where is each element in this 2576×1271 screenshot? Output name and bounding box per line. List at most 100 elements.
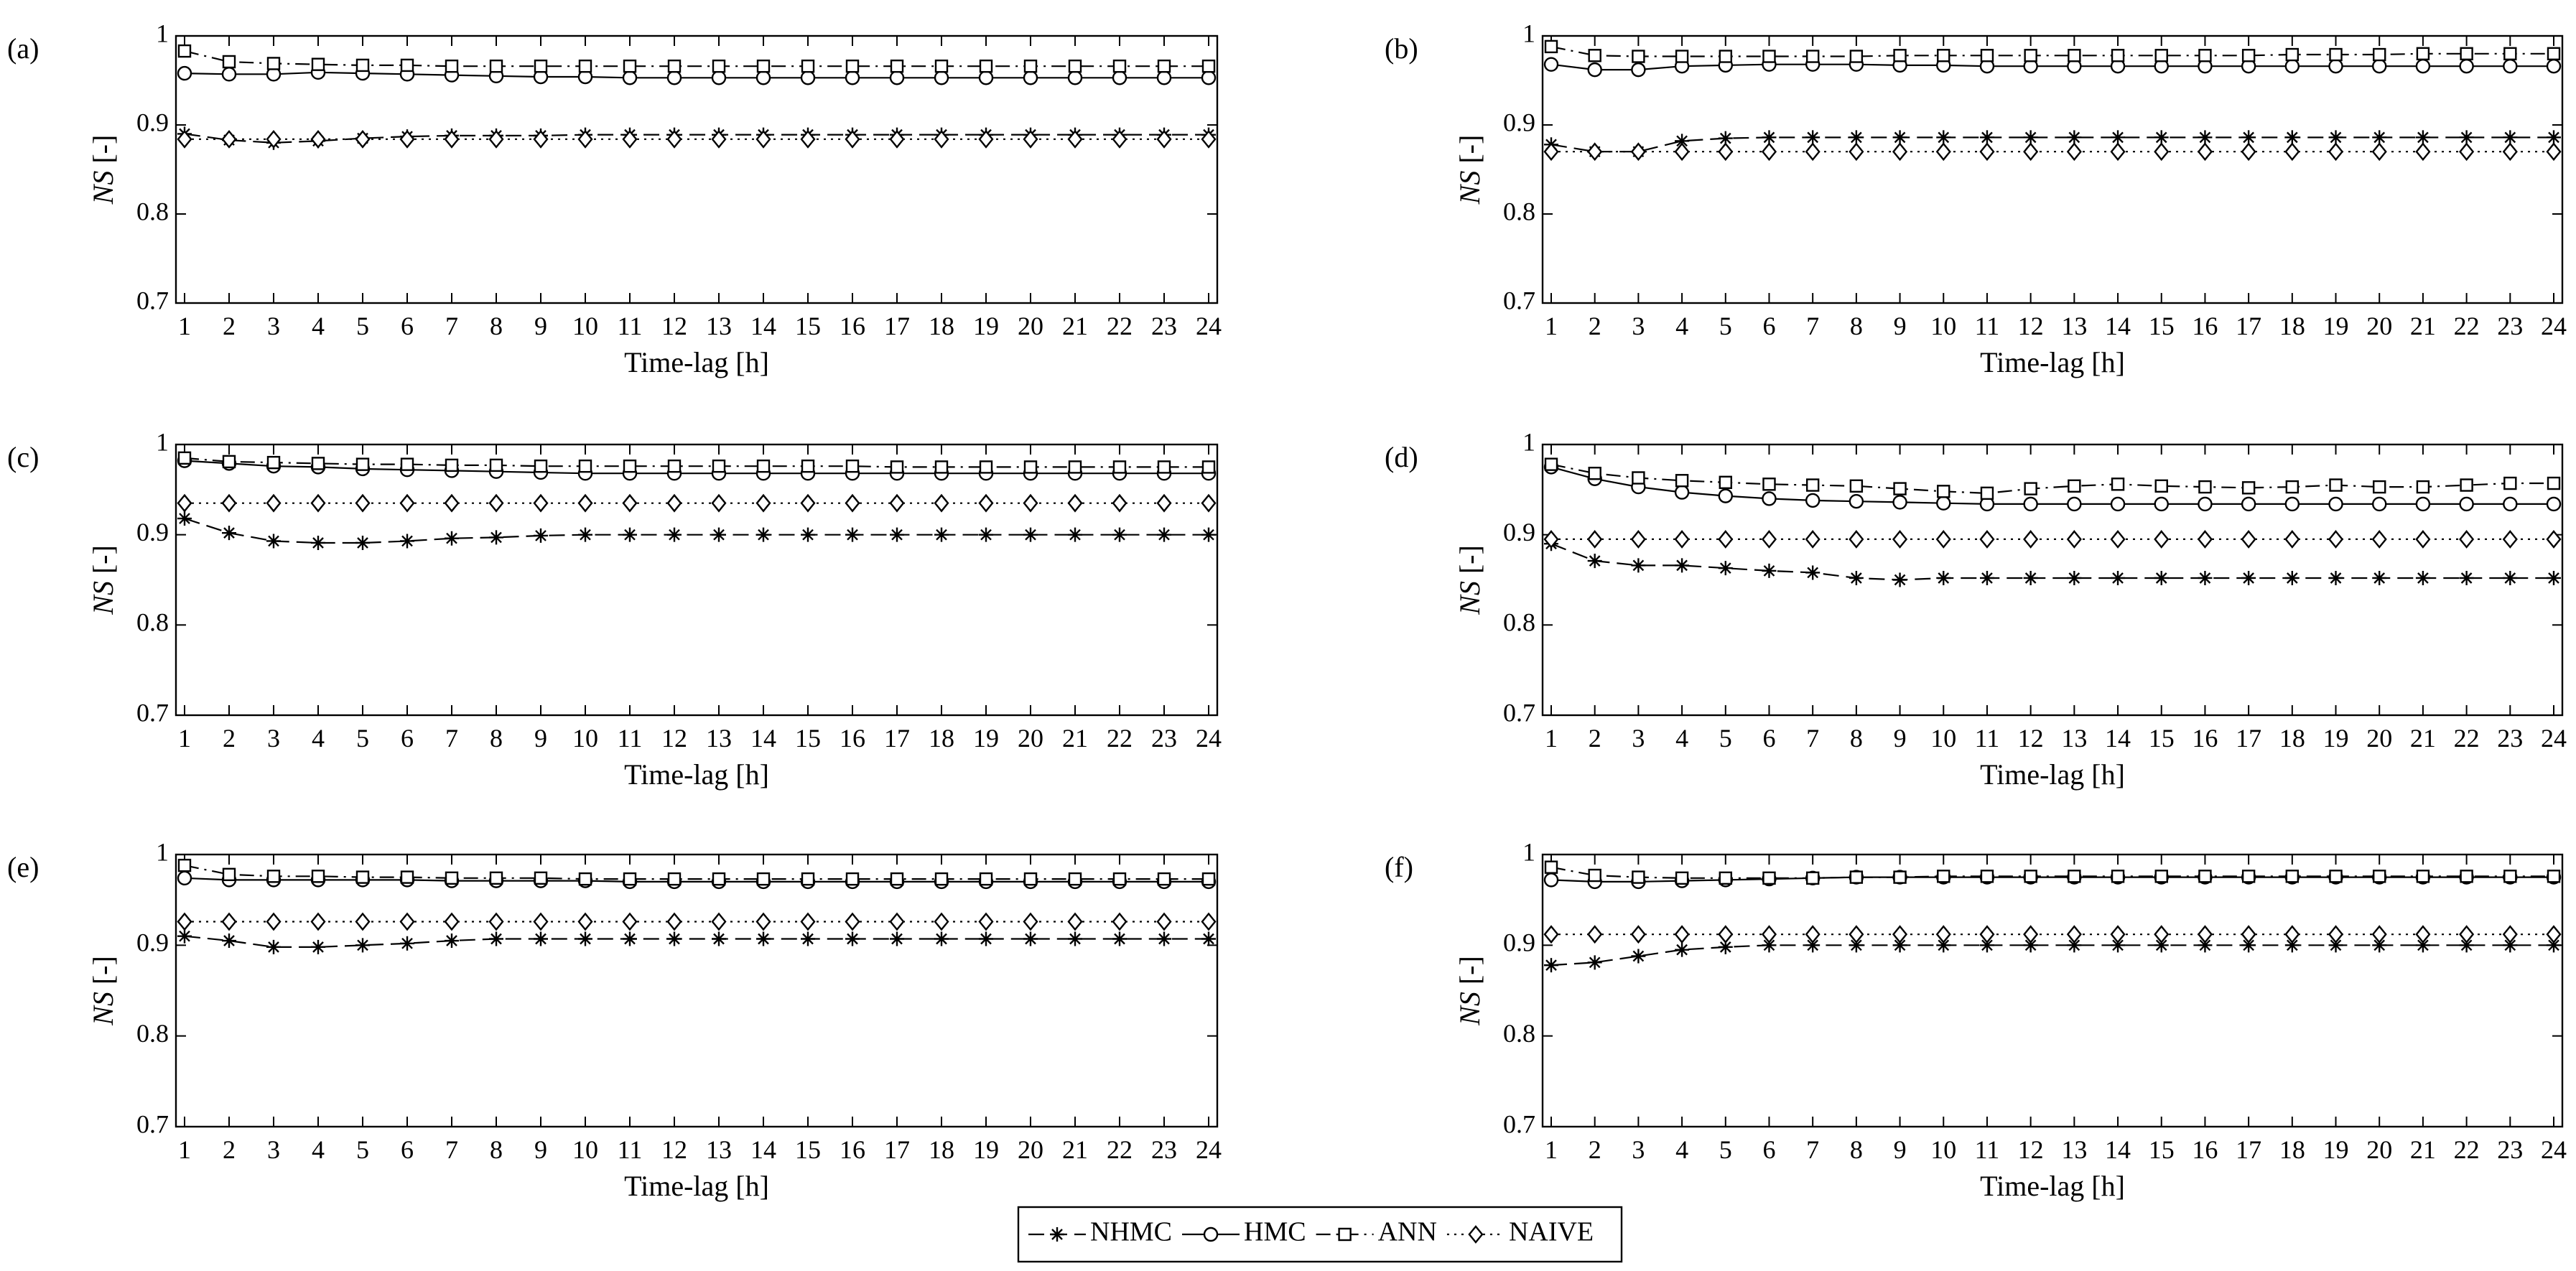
- data-point-naive: [577, 129, 593, 149]
- data-point-nhmc: [1675, 558, 1690, 573]
- panel-label: (a): [7, 32, 39, 65]
- data-point-nhmc: [1023, 527, 1038, 542]
- data-point-nhmc: [2459, 570, 2474, 585]
- data-point-nhmc: [1675, 134, 1690, 149]
- data-point-hmc: [622, 70, 638, 85]
- data-point-naive: [1112, 129, 1127, 149]
- series-hmc: [177, 65, 1217, 85]
- data-point-naive: [2284, 925, 2300, 944]
- data-point-nhmc: [1157, 931, 1171, 946]
- data-point-naive: [1979, 925, 1995, 944]
- data-point-ann: [1849, 870, 1864, 884]
- data-point-naive: [488, 493, 504, 513]
- data-point-ann: [756, 59, 771, 73]
- x-tick-label: 3: [1632, 724, 1645, 753]
- data-point-nhmc: [801, 931, 815, 946]
- data-point-nhmc: [979, 931, 993, 946]
- data-point-ann: [1068, 460, 1082, 474]
- data-point-nhmc: [177, 928, 192, 944]
- data-point-ann: [1893, 482, 1907, 495]
- data-point-nhmc: [355, 938, 370, 953]
- data-point-naive: [1543, 142, 1559, 162]
- x-tick-label: 15: [2149, 312, 2175, 340]
- data-point-naive: [1674, 925, 1690, 944]
- data-point-hmc: [177, 65, 192, 81]
- data-point-ann: [979, 59, 993, 73]
- data-point-naive: [1587, 142, 1603, 162]
- data-point-ann: [1980, 49, 1994, 62]
- data-point-nhmc: [2328, 570, 2343, 585]
- series-nhmc: [177, 511, 1216, 550]
- data-point-naive: [800, 493, 816, 513]
- data-point-ann: [712, 459, 726, 473]
- series-line-nhmc: [184, 133, 1209, 144]
- data-point-ann: [845, 872, 860, 886]
- data-point-ann: [1112, 59, 1127, 73]
- data-point-nhmc: [222, 526, 236, 541]
- data-point-hmc: [1156, 70, 1172, 85]
- data-point-naive: [800, 912, 816, 931]
- x-tick-label: 17: [884, 724, 910, 753]
- data-point-ann: [2416, 47, 2430, 61]
- data-point-naive: [845, 912, 860, 931]
- data-point-hmc: [1718, 488, 1733, 503]
- data-point-ann: [1980, 870, 1994, 883]
- x-tick-label: 5: [1719, 724, 1732, 753]
- data-point-ann: [2460, 478, 2473, 492]
- x-tick-label: 12: [661, 312, 687, 340]
- x-tick-label: 4: [1675, 1135, 1688, 1164]
- data-point-nhmc: [1112, 931, 1127, 946]
- y-tick-label: 0.9: [1503, 108, 1535, 136]
- data-point-hmc: [889, 70, 905, 85]
- x-tick-label: 9: [534, 724, 547, 753]
- series-naive: [1543, 142, 2562, 162]
- data-point-nhmc: [1201, 527, 1216, 542]
- data-point-ann: [400, 58, 414, 73]
- data-point-hmc: [666, 70, 682, 85]
- x-tick-label: 7: [1806, 312, 1819, 340]
- data-point-naive: [934, 493, 949, 513]
- axes-frame: [175, 853, 1219, 1128]
- data-point-nhmc: [2415, 570, 2430, 585]
- data-point-naive: [1718, 142, 1734, 162]
- data-point-ann: [445, 59, 459, 73]
- data-point-hmc: [2459, 496, 2474, 512]
- data-point-ann: [2547, 47, 2561, 61]
- data-point-naive: [221, 912, 237, 931]
- data-point-nhmc: [355, 535, 370, 550]
- x-tick-label: 7: [1806, 1135, 1819, 1164]
- x-tick-label: 21: [2410, 312, 2436, 340]
- x-tick-label: 15: [2149, 724, 2175, 753]
- data-point-nhmc: [934, 931, 949, 946]
- data-point-ann: [1588, 467, 1601, 480]
- data-point-naive: [399, 912, 415, 931]
- data-point-ann: [1023, 872, 1038, 886]
- data-point-nhmc: [2154, 130, 2169, 145]
- data-point-naive: [1201, 912, 1217, 931]
- legend-item-nhmc: NHMC: [1028, 1217, 1172, 1247]
- data-point-nhmc: [2241, 130, 2256, 145]
- x-axis-label: Time-lag [h]: [1980, 758, 2125, 791]
- data-point-nhmc: [2459, 130, 2474, 145]
- y-tick-label: 0.8: [1503, 1019, 1535, 1048]
- data-point-naive: [2459, 925, 2475, 944]
- y-axis-label-symbol: NS: [1454, 171, 1486, 205]
- data-point-nhmc: [1718, 561, 1733, 576]
- data-point-ann: [2068, 479, 2081, 493]
- series-nhmc: [1544, 536, 2561, 587]
- series-line-nhmc: [1550, 136, 2554, 153]
- data-point-naive: [1156, 912, 1172, 931]
- data-point-ann: [934, 59, 949, 73]
- data-point-ann: [1719, 50, 1732, 63]
- axes-frame: [175, 443, 1219, 717]
- data-point-nhmc: [222, 934, 236, 949]
- data-point-nhmc: [1979, 570, 1994, 585]
- data-point-hmc: [177, 870, 192, 886]
- data-point-ann: [1762, 871, 1776, 885]
- data-point-naive: [266, 129, 282, 149]
- data-point-naive: [755, 493, 771, 513]
- data-point-ann: [623, 872, 637, 886]
- data-point-hmc: [711, 70, 727, 85]
- data-point-naive: [1935, 142, 1951, 162]
- data-point-ann: [845, 459, 860, 473]
